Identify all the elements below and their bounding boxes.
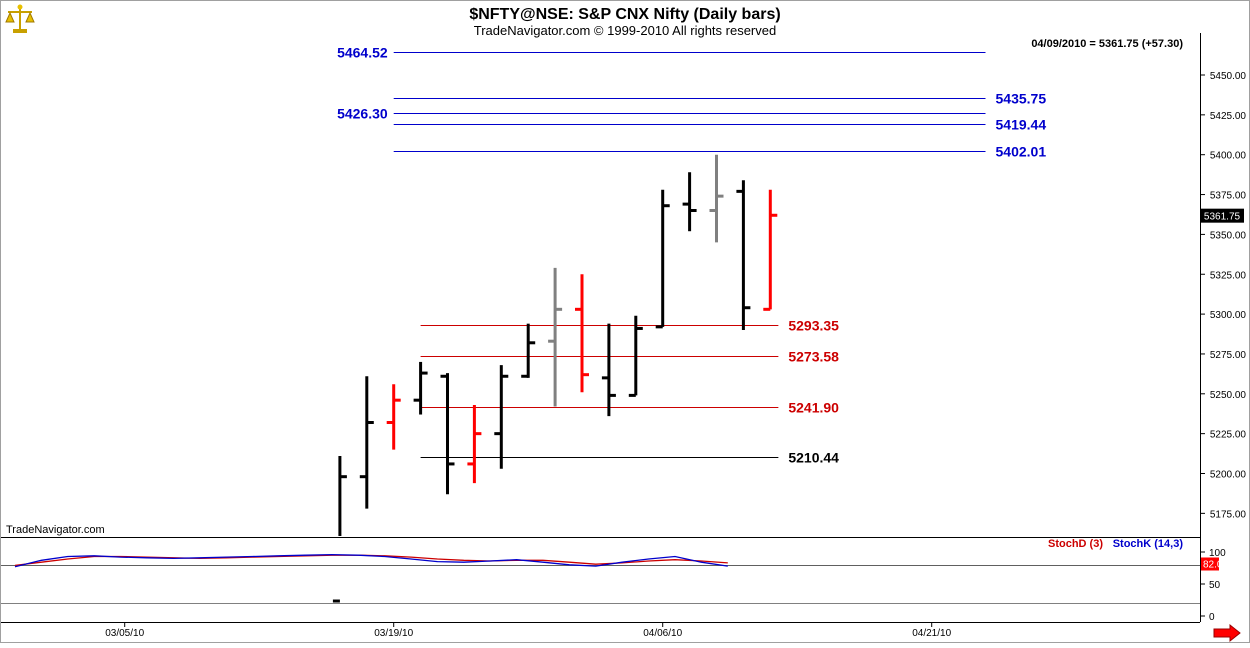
price-tick-label: 5400.00 [1210, 151, 1247, 162]
date-tick-label: 04/06/10 [643, 628, 682, 639]
quote-readout: 04/09/2010 = 5361.75 (+57.30) [1031, 38, 1183, 50]
ohlc-bar [521, 323, 536, 378]
last-price-label: 5361.75 [1204, 212, 1241, 223]
price-tick-label: 5200.00 [1210, 470, 1247, 481]
ohlc-bar [709, 154, 724, 243]
ohlc-bar [763, 189, 778, 311]
stoch-series-line [14, 553, 728, 568]
date-axis: 03/05/10 03/19/10 04/06/10 04/21/10 [105, 622, 952, 639]
level-label: 5402.01 [996, 144, 1047, 160]
ohlc-bar [386, 384, 401, 450]
price-tick-label: 5300.00 [1210, 310, 1247, 321]
level-label: 5241.90 [788, 400, 839, 416]
chart-subtitle: TradeNavigator.com © 1999-2010 All right… [474, 23, 776, 38]
ohlc-bar [601, 323, 616, 417]
bars-layer [332, 154, 778, 603]
stoch-tick-label: 0 [1209, 612, 1215, 623]
level-label: 5464.52 [337, 45, 388, 61]
stochastic-panel: 0 50 100 StochD (3) StochK (14,3) 82.04 [1, 538, 1228, 623]
price-tick-label: 5225.00 [1210, 430, 1247, 441]
scales-icon[interactable] [4, 3, 36, 35]
date-tick-label: 04/21/10 [912, 628, 951, 639]
ohlc-bar [332, 455, 347, 603]
ohlc-bar [628, 315, 643, 397]
levels-layer: 5464.52 5435.75 5426.30 5419.44 5402.01 5293.… [337, 45, 1046, 466]
stoch-last-box [1201, 557, 1219, 571]
ohlc-bar [736, 180, 751, 331]
level-label: 5210.44 [788, 450, 839, 466]
legend-stochk: StochK (14,3) [1113, 538, 1184, 550]
price-tick-label: 5250.00 [1210, 390, 1247, 401]
stoch-tick-label: 100 [1209, 548, 1226, 559]
level-label: 5419.44 [996, 117, 1047, 133]
ohlc-bar [494, 365, 509, 469]
level-label: 5293.35 [788, 318, 839, 334]
price-tick-label: 5325.00 [1210, 270, 1247, 281]
price-tick-label: 5375.00 [1210, 191, 1247, 202]
ohlc-bar [575, 274, 589, 393]
last-price-box [1201, 208, 1244, 223]
ohlc-bar [467, 404, 482, 484]
date-tick-label: 03/19/10 [374, 628, 413, 639]
stoch-last-label: 82.04 [1203, 559, 1228, 570]
right-arrow-icon[interactable] [1213, 623, 1241, 643]
chart-title: $NFTY@NSE: S&P CNX Nifty (Daily bars) [469, 6, 780, 23]
price-axis-panel [1200, 1, 1249, 642]
ohlc-bar [655, 189, 670, 329]
stoch-tick-label: 50 [1209, 580, 1221, 591]
price-tick-label: 5275.00 [1210, 350, 1247, 361]
watermark: TradeNavigator.com [6, 524, 105, 536]
price-axis: 5175.00 5200.00 5225.00 5250.00 5275.00 5300.… [1200, 71, 1246, 520]
legend-stochd: StochD (3) [1048, 538, 1103, 550]
level-label: 5273.58 [788, 349, 839, 365]
ohlc-bar [682, 172, 697, 232]
level-label: 5426.30 [337, 106, 388, 122]
price-tick-label: 5450.00 [1210, 71, 1247, 82]
date-tick-label: 03/05/10 [105, 628, 144, 639]
ohlc-bar [359, 376, 374, 509]
level-label: 5435.75 [996, 91, 1047, 107]
ohlc-bar [548, 267, 563, 407]
price-tick-label: 5350.00 [1210, 230, 1247, 241]
price-tick-label: 5175.00 [1210, 509, 1247, 520]
ohlc-bar [440, 373, 455, 495]
price-tick-label: 5425.00 [1210, 111, 1247, 122]
ohlc-bar [413, 361, 428, 415]
